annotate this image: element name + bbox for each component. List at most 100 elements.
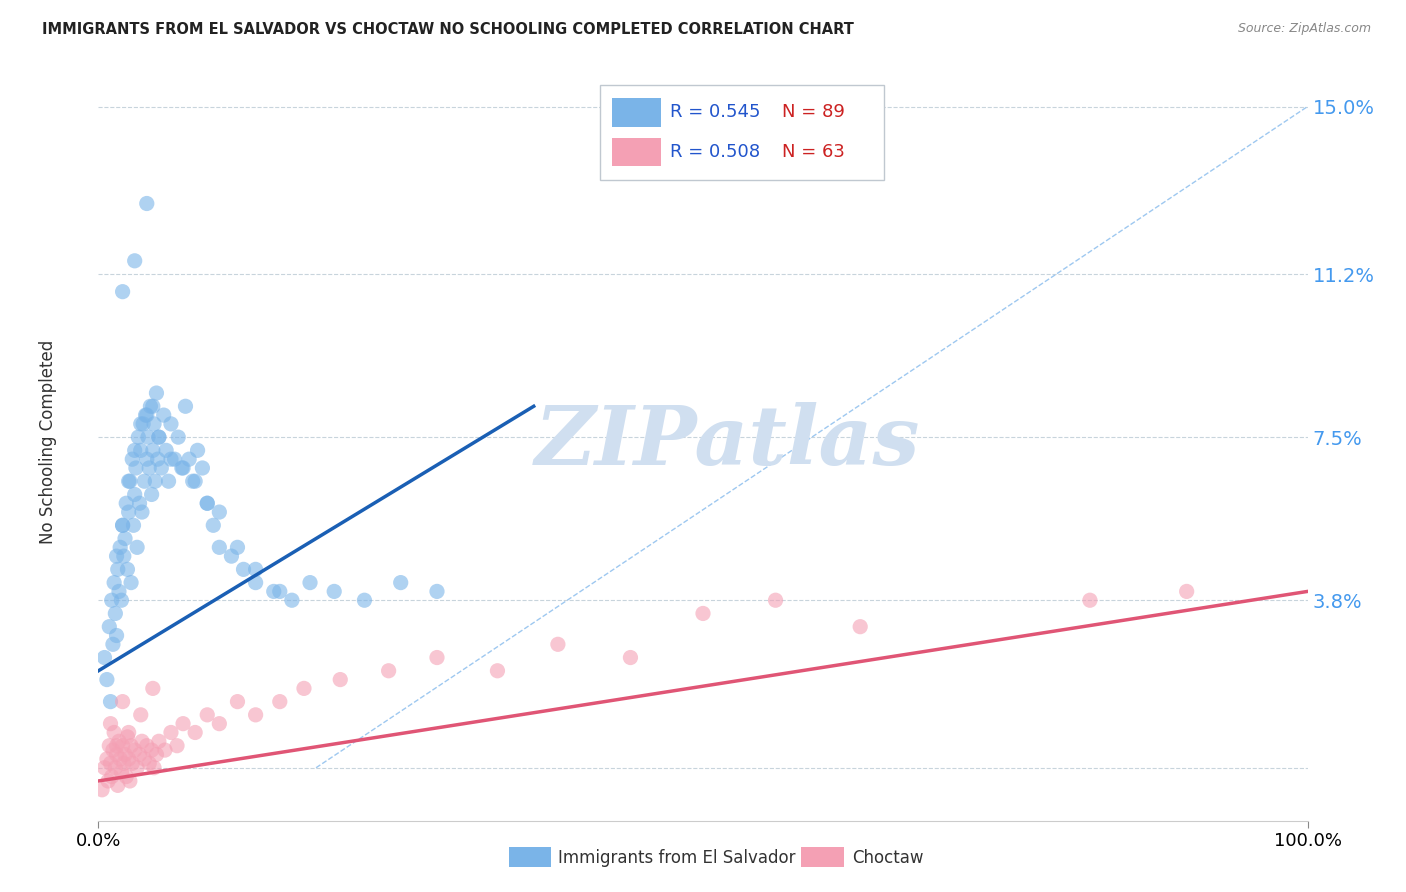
Point <box>179 452 201 467</box>
Point <box>110 765 132 780</box>
Point <box>104 761 127 775</box>
Bar <box>613 137 661 166</box>
Point <box>547 637 569 651</box>
Point <box>134 474 156 488</box>
Point <box>103 575 125 590</box>
Point <box>112 756 135 771</box>
Point <box>141 743 163 757</box>
Point <box>101 743 124 757</box>
Point <box>96 673 118 687</box>
Text: Choctaw: Choctaw <box>852 849 924 867</box>
Point <box>299 575 322 590</box>
Point <box>426 584 449 599</box>
Point <box>146 452 169 467</box>
Point <box>131 505 153 519</box>
Point <box>184 474 207 488</box>
Point <box>105 739 128 753</box>
Point <box>181 474 204 488</box>
Point <box>100 756 122 771</box>
Point <box>187 443 209 458</box>
Point <box>118 474 141 488</box>
Point <box>135 408 157 422</box>
Point <box>128 747 150 762</box>
Point <box>329 673 352 687</box>
Point <box>111 695 134 709</box>
Point <box>353 593 375 607</box>
Point <box>160 417 183 431</box>
Point <box>269 584 291 599</box>
Point <box>281 593 304 607</box>
Point <box>208 716 231 731</box>
Point <box>114 747 136 762</box>
Point <box>232 562 254 576</box>
Point <box>849 620 872 634</box>
Point <box>166 739 188 753</box>
Point <box>245 562 267 576</box>
Text: Source: ZipAtlas.com: Source: ZipAtlas.com <box>1237 22 1371 36</box>
Point <box>111 518 134 533</box>
Point <box>108 541 131 555</box>
Point <box>127 761 149 775</box>
Point <box>118 752 141 766</box>
Point <box>135 739 157 753</box>
Point <box>143 761 166 775</box>
Point <box>221 549 243 563</box>
Point <box>100 770 122 784</box>
Point <box>108 752 131 766</box>
Point <box>111 518 134 533</box>
Point <box>136 430 159 444</box>
Point <box>148 430 170 444</box>
Point <box>132 417 155 431</box>
Text: R = 0.508: R = 0.508 <box>671 143 761 161</box>
Point <box>100 695 122 709</box>
Point <box>292 681 315 696</box>
Point <box>145 386 167 401</box>
Point <box>142 443 165 458</box>
Point <box>135 196 157 211</box>
Point <box>135 408 157 422</box>
Point <box>174 399 197 413</box>
Text: Immigrants from El Salvador: Immigrants from El Salvador <box>558 849 796 867</box>
Point <box>96 752 118 766</box>
Point <box>118 505 141 519</box>
Point <box>115 496 138 510</box>
Point <box>138 756 160 771</box>
Point <box>121 452 143 467</box>
Point <box>143 417 166 431</box>
Point <box>195 496 218 510</box>
Point <box>118 774 141 789</box>
Point <box>127 430 149 444</box>
Point <box>155 443 177 458</box>
Point <box>104 607 127 621</box>
Point <box>105 549 128 563</box>
Point <box>117 730 139 744</box>
Point <box>98 620 121 634</box>
Point <box>153 743 176 757</box>
FancyBboxPatch shape <box>600 85 884 180</box>
Point <box>98 739 121 753</box>
Point <box>208 541 231 555</box>
Point <box>191 461 214 475</box>
Point <box>124 743 146 757</box>
Point <box>152 408 174 422</box>
Point <box>226 695 249 709</box>
Point <box>105 747 128 762</box>
Point <box>1078 593 1101 607</box>
Point <box>172 716 194 731</box>
Point <box>122 518 145 533</box>
Point <box>245 575 267 590</box>
Point <box>148 734 170 748</box>
Point <box>128 496 150 510</box>
Point <box>138 461 160 475</box>
Point <box>389 575 412 590</box>
Point <box>118 725 141 739</box>
Text: N = 89: N = 89 <box>782 103 845 121</box>
Point <box>139 399 162 413</box>
Text: N = 63: N = 63 <box>782 143 845 161</box>
Bar <box>613 98 661 127</box>
Point <box>131 734 153 748</box>
Point <box>120 739 142 753</box>
Point <box>129 443 152 458</box>
Point <box>129 417 152 431</box>
Text: IMMIGRANTS FROM EL SALVADOR VS CHOCTAW NO SCHOOLING COMPLETED CORRELATION CHART: IMMIGRANTS FROM EL SALVADOR VS CHOCTAW N… <box>42 22 853 37</box>
